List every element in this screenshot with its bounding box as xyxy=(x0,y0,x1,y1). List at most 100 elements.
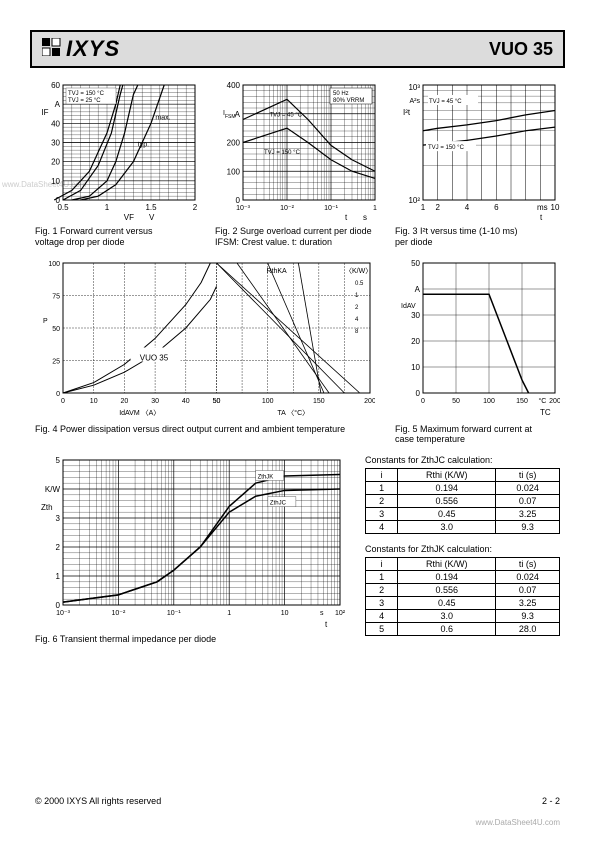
svg-text:10: 10 xyxy=(551,203,560,212)
svg-text:200: 200 xyxy=(364,398,375,405)
table-header: Rthi (K/W) xyxy=(398,469,496,482)
svg-text:VF: VF xyxy=(124,213,134,220)
svg-text:°C: °C xyxy=(539,397,547,405)
table-row: 50.628.0 xyxy=(366,623,560,636)
svg-text:6: 6 xyxy=(494,203,499,212)
svg-text:2: 2 xyxy=(435,203,440,212)
svg-text:1: 1 xyxy=(56,572,61,581)
fig1-chart: 0.511.52010203040A60VVFIFTVJ = 150 °CTVJ… xyxy=(35,80,200,220)
svg-text:RthKA: RthKA xyxy=(267,268,288,275)
page-header: IXYS VUO 35 xyxy=(30,30,565,68)
table-row: 30.453.25 xyxy=(366,597,560,610)
svg-text:TVJ = 25 °C: TVJ = 25 °C xyxy=(68,98,101,104)
svg-text:TC: TC xyxy=(540,408,551,417)
charts-row-1: 0.511.52010203040A60VVFIFTVJ = 150 °CTVJ… xyxy=(35,80,560,220)
svg-text:t: t xyxy=(325,620,328,629)
svg-text:TVJ = 150 °C: TVJ = 150 °C xyxy=(68,91,105,97)
svg-text:2: 2 xyxy=(193,203,198,212)
svg-text:1: 1 xyxy=(421,203,426,212)
svg-text:30: 30 xyxy=(51,139,60,148)
svg-text:200: 200 xyxy=(549,398,560,405)
svg-text:100: 100 xyxy=(48,261,60,268)
svg-text:20: 20 xyxy=(121,398,129,405)
svg-text:K/W: K/W xyxy=(45,485,61,494)
svg-text:10²: 10² xyxy=(408,196,420,205)
table-row: 20.5560.07 xyxy=(366,584,560,597)
svg-text:P: P xyxy=(43,318,48,325)
svg-text:10³: 10³ xyxy=(408,83,420,92)
svg-text:ms: ms xyxy=(537,203,548,212)
svg-text:TVJ = 150 °C: TVJ = 150 °C xyxy=(428,145,465,151)
svg-text:10: 10 xyxy=(281,610,289,617)
table1-title: Constants for ZthJC calculation: xyxy=(365,455,560,465)
fig2-chart: 10⁻³10⁻²10⁻¹10100200A400stIFSM50 Hz80% V… xyxy=(215,80,380,220)
svg-text:10: 10 xyxy=(51,177,60,186)
fig6-caption: Fig. 6 Transient thermal impedance per d… xyxy=(35,634,345,645)
svg-text:150: 150 xyxy=(516,398,528,405)
svg-text:t: t xyxy=(540,213,543,220)
svg-text:20: 20 xyxy=(411,337,420,346)
page-number: 2 - 2 xyxy=(542,796,560,806)
table-header: Rthi (K/W) xyxy=(398,558,496,571)
svg-text:10⁻³: 10⁻³ xyxy=(236,205,250,212)
svg-text:25: 25 xyxy=(52,358,60,365)
svg-text:10⁻²: 10⁻² xyxy=(111,610,125,617)
svg-text:1: 1 xyxy=(373,205,377,212)
content-area: 0.511.52010203040A60VVFIFTVJ = 150 °CTVJ… xyxy=(35,80,560,772)
svg-text:5: 5 xyxy=(56,456,61,465)
fig6-chart: 10⁻³10⁻²10⁻¹11010²0123K/W5stZthZthJKZthJ… xyxy=(35,455,345,630)
svg-text:50: 50 xyxy=(452,398,460,405)
svg-text:IdAV: IdAV xyxy=(401,303,416,310)
table-row: 43.09.3 xyxy=(366,521,560,534)
table1: iRthi (K/W)ti (s)10.1940.02420.5560.0730… xyxy=(365,468,560,534)
svg-text:10: 10 xyxy=(411,363,420,372)
charts-row-2: 01020304050501001502000255075100IdAVM 〈A… xyxy=(35,258,560,418)
svg-text:s: s xyxy=(320,610,324,617)
logo-icon xyxy=(42,36,62,62)
svg-text:30: 30 xyxy=(151,398,159,405)
svg-text:80% VRRM: 80% VRRM xyxy=(333,98,364,104)
svg-text:4: 4 xyxy=(355,317,359,323)
svg-text:ZthJC: ZthJC xyxy=(270,501,287,507)
brand-text: IXYS xyxy=(66,36,120,62)
svg-text:max.: max. xyxy=(155,115,170,122)
copyright: © 2000 IXYS All rights reserved xyxy=(35,796,161,806)
svg-text:20: 20 xyxy=(51,158,60,167)
svg-text:2: 2 xyxy=(56,543,61,552)
svg-text:Zth: Zth xyxy=(41,503,53,512)
svg-text:150: 150 xyxy=(313,398,325,405)
table-row: 10.1940.024 xyxy=(366,571,560,584)
svg-text:typ.: typ. xyxy=(138,141,149,148)
table-header: ti (s) xyxy=(496,469,560,482)
svg-text:10⁻²: 10⁻² xyxy=(280,205,294,212)
fig5-caption: Fig. 5 Maximum forward current at case t… xyxy=(395,424,560,446)
svg-text:75: 75 xyxy=(52,293,60,300)
svg-text:I²t: I²t xyxy=(403,108,411,117)
svg-text:0: 0 xyxy=(56,391,60,398)
svg-text:4: 4 xyxy=(465,203,470,212)
table-row: 20.5560.07 xyxy=(366,495,560,508)
svg-text:50: 50 xyxy=(411,259,420,268)
brand-logo: IXYS xyxy=(42,36,120,62)
svg-text:10⁻³: 10⁻³ xyxy=(56,610,70,617)
svg-text:50: 50 xyxy=(213,398,221,405)
table-header: i xyxy=(366,558,398,571)
fig5-chart: 0501001502000102030A50°CTCIdAV xyxy=(395,258,560,418)
watermark-bottom: www.DataSheet4U.com xyxy=(476,818,560,827)
svg-text:IdAVM 〈A〉: IdAVM 〈A〉 xyxy=(119,409,160,417)
svg-text:1: 1 xyxy=(355,293,359,299)
svg-text:100: 100 xyxy=(227,167,241,176)
svg-text:50 Hz: 50 Hz xyxy=(333,91,349,97)
svg-text:30: 30 xyxy=(411,311,420,320)
svg-text:A: A xyxy=(55,100,61,109)
svg-text:10⁻¹: 10⁻¹ xyxy=(167,610,181,617)
fig3-caption: Fig. 3 I²t versus time (1-10 ms) per dio… xyxy=(395,226,560,248)
svg-text:100: 100 xyxy=(483,398,495,405)
svg-text:200: 200 xyxy=(227,139,241,148)
part-number: VUO 35 xyxy=(489,39,553,60)
svg-text:A²s: A²s xyxy=(410,98,421,105)
fig3-chart: 12461010²10³A²smstI²tTVJ = 45 °CTVJ = 15… xyxy=(395,80,560,220)
svg-text:40: 40 xyxy=(182,398,190,405)
svg-text:VUO 35: VUO 35 xyxy=(140,353,169,362)
table2-title: Constants for ZthJK calculation: xyxy=(365,544,560,554)
